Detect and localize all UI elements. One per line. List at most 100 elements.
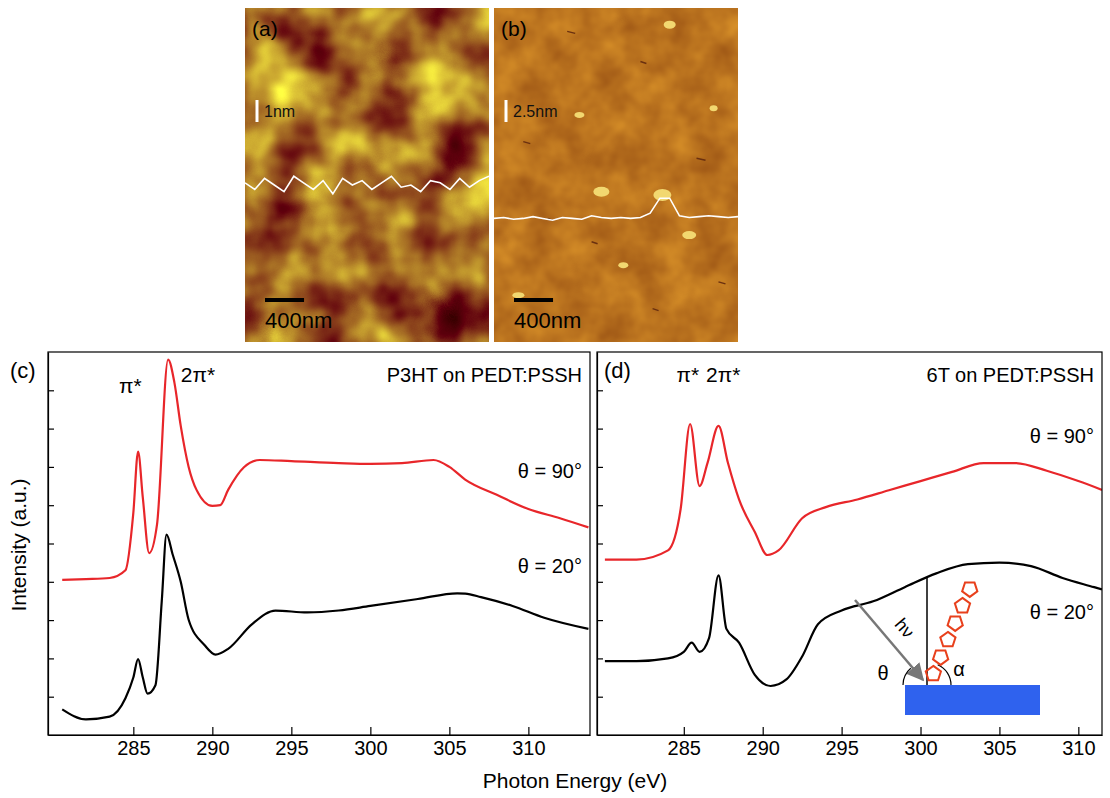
x-tick: 290: [747, 727, 780, 759]
scale-bar: [514, 298, 553, 302]
x-tick: 305: [433, 727, 466, 759]
geometry-inset: hνθα: [855, 577, 1040, 715]
plot-panel: 2852902953003053106T on PEDT:PSSH(d)π*2π…: [597, 352, 1103, 759]
particle: [664, 21, 676, 29]
peak-label: 2π*: [181, 363, 215, 386]
y-tick-mark: [48, 390, 54, 391]
panel-title: 6T on PEDT:PSSH: [927, 364, 1094, 386]
x-tick-mark: [920, 727, 921, 735]
scale-bar-label: 400nm: [514, 308, 581, 333]
thiophene-ring: [933, 650, 948, 664]
pit: [567, 31, 575, 33]
pit: [718, 282, 725, 284]
spectrum-line: [62, 535, 588, 720]
x-tick-label: 310: [1062, 737, 1095, 759]
y-tick: [597, 390, 603, 391]
particle: [574, 112, 584, 118]
alpha-label: α: [953, 658, 965, 680]
y-tick: [597, 620, 603, 621]
particle: [710, 105, 718, 111]
x-tick-label: 310: [512, 737, 545, 759]
theta-label: θ: [877, 662, 888, 684]
y-tick: [597, 658, 603, 659]
thiophene-ring: [940, 632, 955, 646]
pit: [523, 142, 530, 144]
height-bar-label: 1nm: [264, 103, 295, 120]
y-tick: [48, 582, 54, 583]
panel-label: (a): [252, 17, 278, 40]
pit: [592, 242, 598, 244]
y-tick-mark: [48, 658, 54, 659]
y-tick: [597, 429, 603, 430]
y-tick: [597, 582, 603, 583]
y-tick: [597, 467, 603, 468]
height-bar-label: 2.5nm: [513, 103, 557, 120]
pit: [697, 158, 706, 160]
spectrum-line: [605, 424, 1102, 560]
x-tick: 300: [354, 727, 387, 759]
x-tick: 305: [983, 727, 1016, 759]
particle: [682, 231, 696, 239]
x-tick-label: 290: [196, 737, 229, 759]
y-tick: [48, 620, 54, 621]
x-tick: 300: [904, 727, 937, 759]
x-tick-label: 295: [825, 737, 858, 759]
x-tick-label: 285: [117, 737, 150, 759]
y-axis: [48, 353, 54, 736]
y-tick: [48, 544, 54, 545]
x-tick-mark: [684, 727, 685, 735]
series-group: [605, 424, 1102, 686]
x-tick: 310: [512, 727, 545, 759]
afm-image: [245, 8, 489, 342]
y-tick: [48, 505, 54, 506]
x-tick-label: 285: [668, 737, 701, 759]
plot-frame: [48, 352, 590, 735]
x-tick: 310: [1062, 727, 1095, 759]
substrate: [905, 685, 1040, 715]
y-tick: [48, 658, 54, 659]
y-tick-mark: [48, 620, 54, 621]
height-bar: [505, 100, 508, 122]
y-tick: [48, 390, 54, 391]
x-tick-label: 305: [983, 737, 1016, 759]
y-tick: [48, 467, 54, 468]
x-tick-label: 300: [354, 737, 387, 759]
x-tick: 290: [196, 727, 229, 759]
plot-frame: [597, 352, 1102, 735]
x-tick-label: 295: [275, 737, 308, 759]
x-tick-mark: [370, 727, 371, 735]
x-axis-title: Photon Energy (eV): [483, 769, 667, 792]
y-tick: [597, 505, 603, 506]
figure: 1nm400nm(a)2.5nm400nm(b)2852902953003053…: [0, 0, 1110, 798]
afm-panel: 2.5nm400nm(b): [494, 8, 738, 342]
scale-bar-label: 400nm: [265, 308, 332, 333]
height-profile: [494, 198, 738, 220]
series-label: θ = 90°: [1030, 425, 1094, 447]
afm-features: [512, 21, 725, 311]
panel-title: P3HT on PEDT:PSSH: [387, 364, 582, 386]
x-tick-mark: [291, 727, 292, 735]
x-tick-mark: [133, 727, 134, 735]
particle: [512, 292, 524, 298]
y-tick-mark: [597, 390, 603, 391]
pit: [653, 309, 659, 311]
thiophene-ring: [948, 616, 963, 630]
x-tick: 295: [275, 727, 308, 759]
peak-label: π*: [119, 374, 142, 397]
x-axis: 285 290 295 300 305 310: [598, 727, 1103, 759]
afm-panel: 1nm 400nm (a): [245, 8, 489, 342]
y-tick: [597, 544, 603, 545]
x-tick-mark: [999, 727, 1000, 735]
particle: [593, 187, 609, 197]
y-tick-mark: [48, 543, 54, 544]
x-tick-mark: [842, 727, 843, 735]
theta-arc: [903, 668, 911, 685]
x-tick-label: 305: [433, 737, 466, 759]
afm-image: [494, 8, 738, 342]
y-tick-mark: [597, 429, 603, 430]
x-tick: 295: [825, 727, 858, 759]
y-tick-mark: [597, 658, 603, 659]
series-group: [62, 360, 588, 720]
x-axis: 285 290 295 300 305 310: [49, 727, 591, 759]
y-axis-title: Intensity (a.u.): [7, 478, 30, 611]
